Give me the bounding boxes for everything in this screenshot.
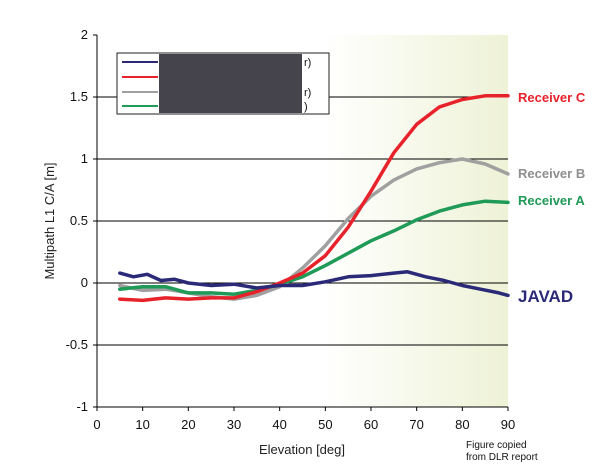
series-line-receiver-a bbox=[118, 199, 510, 296]
y-tick-label-6: -1 bbox=[76, 399, 88, 414]
source-note-line-1: Figure copied bbox=[466, 440, 527, 451]
y-tick-label-4: 0 bbox=[81, 275, 88, 290]
source-note-line-2: from DLR report bbox=[466, 452, 538, 463]
x-tick-label-0: 0 bbox=[93, 417, 100, 432]
legend-redaction bbox=[159, 54, 302, 113]
series-layer bbox=[118, 94, 510, 303]
x-tick-label-7: 70 bbox=[409, 417, 423, 432]
y-tick-label-3: 0.5 bbox=[70, 213, 88, 228]
x-tick-label-5: 50 bbox=[318, 417, 332, 432]
tick-labels: 2 1.5 1 0.5 0 -0.5 -1 0 10 20 30 40 50 60 70 80 90 bbox=[66, 27, 516, 432]
legend: r) r) ) bbox=[116, 52, 330, 115]
series-line-javad bbox=[118, 270, 510, 298]
x-tick-label-2: 20 bbox=[181, 417, 195, 432]
x-tick-label-8: 80 bbox=[455, 417, 469, 432]
legend-fragment-3: ) bbox=[304, 101, 308, 113]
y-tick-label-0: 2 bbox=[81, 27, 88, 42]
label-receiver-b: Receiver B bbox=[518, 166, 585, 181]
y-tick-label-5: -0.5 bbox=[66, 337, 88, 352]
label-javad: JAVAD bbox=[518, 287, 573, 306]
y-tick-label-2: 1 bbox=[81, 151, 88, 166]
series-line-receiver-c bbox=[118, 94, 510, 303]
y-tick-label-1: 1.5 bbox=[70, 89, 88, 104]
x-tick-label-6: 60 bbox=[364, 417, 378, 432]
legend-fragment-2: r) bbox=[304, 87, 311, 99]
legend-fragment-1: r) bbox=[304, 57, 311, 69]
label-receiver-c: Receiver C bbox=[518, 90, 586, 105]
y-axis-title: Multipath L1 C/A [m] bbox=[42, 162, 57, 279]
x-tick-label-9: 90 bbox=[501, 417, 515, 432]
label-receiver-a: Receiver A bbox=[518, 193, 585, 208]
x-tick-label-3: 30 bbox=[227, 417, 241, 432]
x-axis-title: Elevation [deg] bbox=[259, 442, 345, 457]
x-tick-label-4: 40 bbox=[272, 417, 286, 432]
source-note: Figure copied from DLR report bbox=[466, 440, 586, 464]
series-annotations: Receiver C Receiver B Receiver A JAVAD bbox=[518, 90, 586, 306]
x-tick-label-1: 10 bbox=[135, 417, 149, 432]
